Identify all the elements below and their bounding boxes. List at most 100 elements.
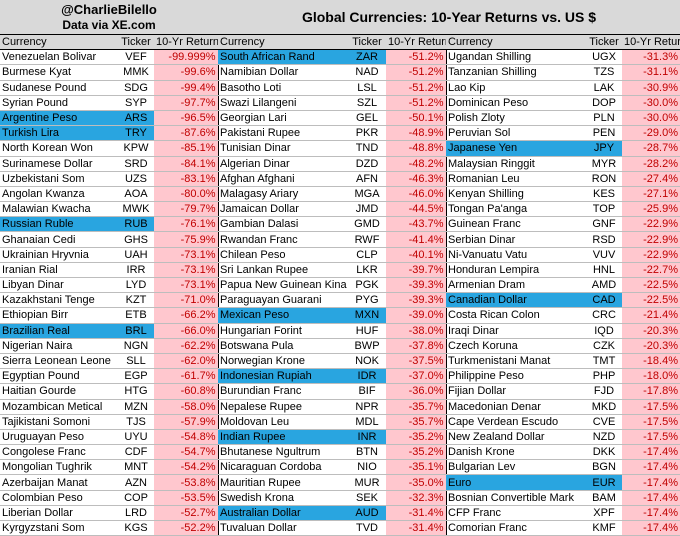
table-row: Azerbaijan Manat AZN -53.8% [0,474,219,491]
currency-ticker: NIO [348,459,386,476]
return-value: -22.9% [622,231,680,248]
currency-name: Costa Rican Colon [446,307,586,324]
table-row: Congolese Franc CDF -54.7% [0,444,219,461]
currency-name: Nicaraguan Cordoba [218,459,348,476]
currency-name: Macedonian Denar [446,399,586,415]
currency-ticker: GMD [348,216,386,233]
return-value: -46.3% [386,171,447,187]
table-row: Bhutanese Ngultrum BTN -35.2% [218,444,447,461]
header-return: 10-Yr Return [154,35,219,51]
table-row: Costa Rican Colon CRC -21.4% [446,307,680,324]
currency-name: Bosnian Convertible Mark [446,490,586,506]
return-value: -17.4% [622,474,680,491]
currency-ticker: IDR [348,368,386,385]
table-row: Iranian Rial IRR -73.1% [0,262,219,279]
currency-name: Mauritian Rupee [218,474,348,491]
currency-name: Sierra Leonean Leone [0,353,118,370]
table-row: Afghan Afghani AFN -46.3% [218,171,447,187]
return-value: -48.9% [386,125,447,142]
table-row: Venezuelan Bolivar VEF -99.999% [0,49,219,66]
table-row: Guinean Franc GNF -22.9% [446,216,680,233]
return-value: -17.5% [622,429,680,446]
currency-name: Bhutanese Ngultrum [218,444,348,461]
return-value: -22.9% [622,216,680,233]
table-row: Malagasy Ariary MGA -46.0% [218,186,447,203]
table-row: Malaysian Ringgit MYR -28.2% [446,156,680,172]
currency-ticker: DOP [586,95,622,111]
currency-name: Angolan Kwanza [0,186,118,203]
currency-ticker: TOP [586,201,622,218]
table-row: Bulgarian Lev BGN -17.4% [446,459,680,476]
return-value: -22.5% [622,292,680,309]
return-value: -53.8% [154,474,219,491]
currency-name: Kazakhstani Tenge [0,292,118,309]
table-row: Dominican Peso DOP -30.0% [446,95,680,111]
currency-name: Honduran Lempira [446,262,586,279]
currency-ticker: COP [118,490,154,506]
header-currency: Currency [446,35,586,51]
currency-name: Chilean Peso [218,247,348,263]
currency-name: Burundian Franc [218,383,348,400]
return-value: -62.0% [154,353,219,370]
table-row: Mexican Peso MXN -39.0% [218,307,447,324]
currency-ticker: TVD [348,520,386,536]
currency-name: Azerbaijan Manat [0,474,118,491]
currency-ticker: HNL [586,262,622,279]
currency-name: Ghanaian Cedi [0,231,118,248]
currency-ticker: PKR [348,125,386,142]
currency-ticker: VUV [586,247,622,263]
currency-name: Tongan Pa'anga [446,201,586,218]
table-row: Cape Verdean Escudo CVE -17.5% [446,414,680,430]
currency-ticker: PLN [586,110,622,127]
return-value: -22.5% [622,277,680,294]
currency-ticker: CVE [586,414,622,430]
table-row: Kyrgyzstani Som KGS -52.2% [0,520,219,536]
currency-name: Colombian Peso [0,490,118,506]
table-row: Tuvaluan Dollar TVD -31.4% [218,520,447,536]
currency-name: Guinean Franc [446,216,586,233]
return-value: -17.5% [622,414,680,430]
currency-ticker: MUR [348,474,386,491]
table-row: Kazakhstani Tenge KZT -71.0% [0,292,219,309]
table-row: Rwandan Franc RWF -41.4% [218,231,447,248]
table-row: Sierra Leonean Leone SLL -62.0% [0,353,219,370]
currency-ticker: NGN [118,338,154,354]
currency-name: CFP Franc [446,505,586,522]
currency-name: New Zealand Dollar [446,429,586,446]
currency-name: Syrian Pound [0,95,118,111]
currency-name: Papua New Guinean Kina [218,277,348,294]
return-value: -99.4% [154,80,219,96]
table-row: Sudanese Pound SDG -99.4% [0,80,219,96]
currency-name: Brazilian Real [0,323,118,339]
currency-ticker: NOK [348,353,386,370]
currency-ticker: CAD [586,292,622,309]
currency-name: Dominican Peso [446,95,586,111]
currency-ticker: MXN [348,307,386,324]
return-value: -30.0% [622,110,680,127]
currency-ticker: NPR [348,399,386,415]
currency-name: Burmese Kyat [0,64,118,81]
currency-name: Malaysian Ringgit [446,156,586,172]
table-row: Turkmenistani Manat TMT -18.4% [446,353,680,370]
return-value: -30.0% [622,95,680,111]
chart-title: Global Currencies: 10-Year Returns vs. U… [301,9,597,25]
return-value: -43.7% [386,216,447,233]
return-value: -51.2% [386,80,447,96]
return-value: -75.9% [154,231,219,248]
return-value: -22.7% [622,262,680,279]
currency-name: Norwegian Krone [218,353,348,370]
return-value: -53.5% [154,490,219,506]
table-row: Indonesian Rupiah IDR -37.0% [218,368,447,385]
return-value: -25.9% [622,201,680,218]
currency-ticker: VEF [118,49,154,66]
currency-ticker: AOA [118,186,154,203]
return-value: -35.7% [386,399,447,415]
table-row: Papua New Guinean Kina PGK -39.3% [218,277,447,294]
table-row: Japanese Yen JPY -28.7% [446,140,680,157]
currency-name: Pakistani Rupee [218,125,348,142]
return-value: -85.1% [154,140,219,157]
currency-name: Czech Koruna [446,338,586,354]
return-value: -83.1% [154,171,219,187]
return-value: -73.1% [154,247,219,263]
